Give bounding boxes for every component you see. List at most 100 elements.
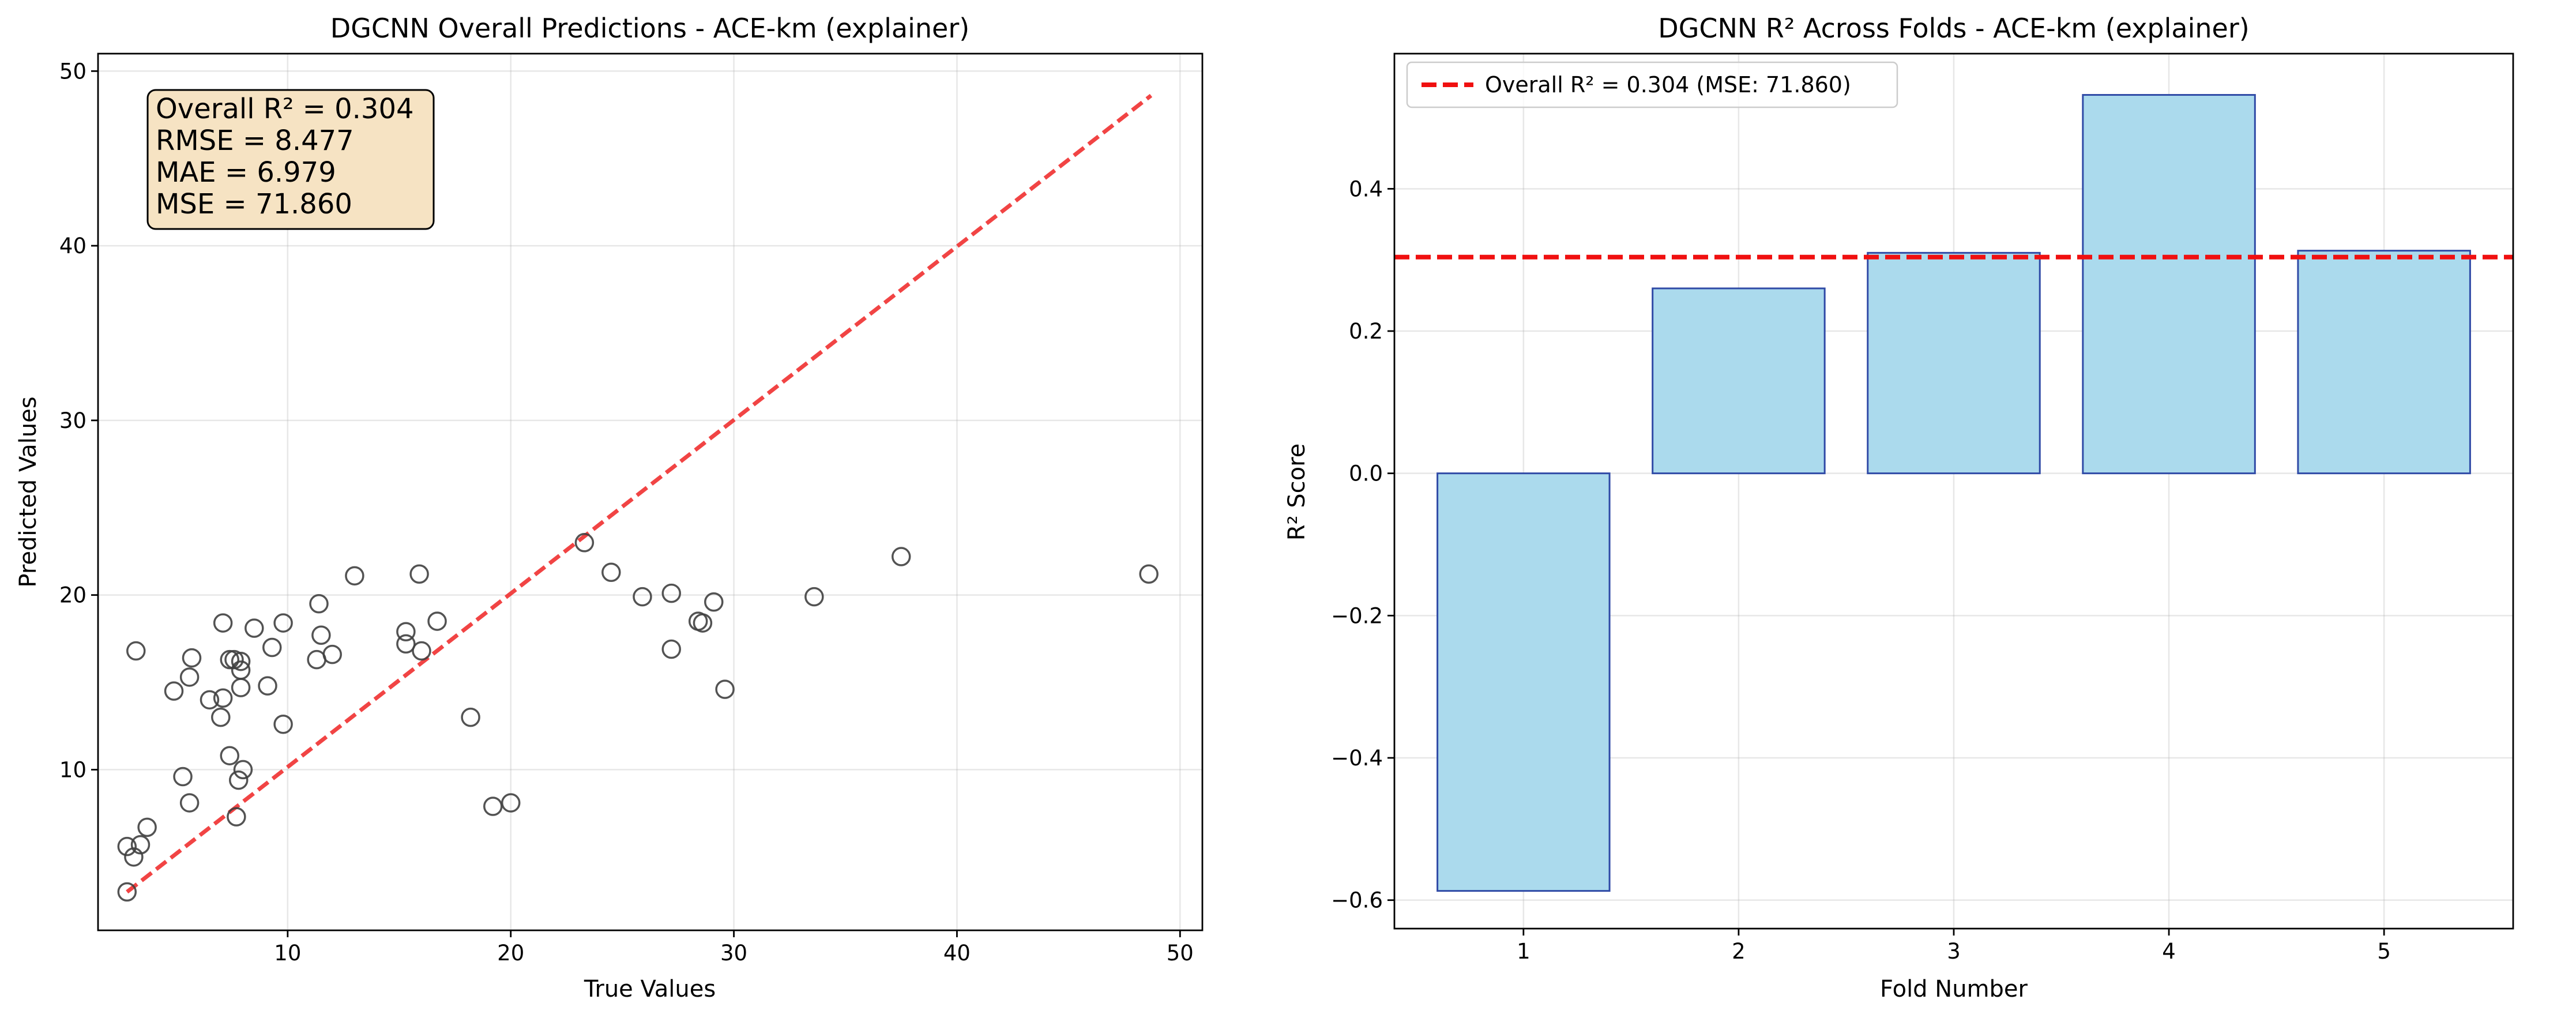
scatter-point bbox=[179, 667, 200, 687]
scatter-point bbox=[601, 562, 621, 583]
stats-rmse: RMSE = 8.477 bbox=[156, 125, 354, 157]
scatter-point bbox=[262, 637, 282, 658]
scatter-point bbox=[233, 760, 253, 780]
stats-mae: MAE = 6.979 bbox=[156, 156, 336, 189]
scatter-point bbox=[213, 613, 233, 633]
scatter-point bbox=[396, 634, 416, 654]
bar-series bbox=[1436, 94, 2471, 892]
scatter-point bbox=[309, 594, 329, 614]
scatter-ticks: 10 20 30 40 50 10 20 30 40 50 bbox=[59, 59, 1194, 966]
scatter-x-axis-label: True Values bbox=[584, 976, 716, 1002]
fold-bar bbox=[1867, 251, 2041, 475]
scatter-point bbox=[412, 641, 431, 661]
scatter-point bbox=[1139, 564, 1159, 584]
bar-y-axis-label: R² Score bbox=[1284, 444, 1310, 541]
stats-box: Overall R² = 0.304 RMSE = 8.477 MAE = 6.… bbox=[146, 89, 435, 230]
fold-bar bbox=[1652, 287, 1826, 475]
scatter-point bbox=[715, 679, 735, 699]
stats-r2: Overall R² = 0.304 bbox=[156, 93, 414, 125]
scatter-x-tick-label: 20 bbox=[497, 941, 524, 966]
scatter-y-tick-label: 40 bbox=[59, 234, 87, 258]
legend-label: Overall R² = 0.304 (MSE: 71.860) bbox=[1485, 72, 1851, 97]
scatter-x-tick-label: 30 bbox=[720, 941, 747, 966]
fold-bar bbox=[2082, 94, 2256, 475]
bar-panel: 1 2 3 4 5 −0.6 −0.4 −0.2 0.0 0.2 0.4 DGCNN R² Acro… bbox=[1284, 13, 2514, 1002]
scatter-grid bbox=[98, 54, 1202, 930]
scatter-point bbox=[211, 707, 231, 727]
scatter-point bbox=[245, 618, 264, 638]
scatter-point bbox=[179, 793, 200, 813]
scatter-point bbox=[427, 611, 447, 631]
fold-bar bbox=[2297, 250, 2471, 475]
scatter-point bbox=[231, 660, 251, 680]
scatter-point bbox=[273, 714, 293, 734]
scatter-point bbox=[117, 836, 137, 857]
scatter-point bbox=[231, 678, 251, 697]
bar-x-axis-label: Fold Number bbox=[1880, 976, 2028, 1002]
scatter-point bbox=[891, 547, 911, 566]
scatter-point bbox=[130, 835, 151, 855]
scatter-y-tick-label: 20 bbox=[59, 583, 87, 608]
scatter-point bbox=[661, 639, 682, 659]
scatter-y-tick-label: 10 bbox=[59, 757, 87, 782]
scatter-point bbox=[227, 807, 246, 827]
scatter-point bbox=[322, 644, 342, 664]
scatter-point bbox=[220, 649, 240, 670]
scatter-point bbox=[273, 613, 293, 633]
scatter-y-tick-label: 30 bbox=[59, 408, 87, 433]
scatter-point bbox=[164, 681, 184, 701]
scatter-point bbox=[117, 882, 137, 902]
bar-ticks: 1 2 3 4 5 −0.6 −0.4 −0.2 0.0 0.2 0.4 bbox=[1331, 176, 2391, 964]
scatter-point bbox=[345, 566, 364, 586]
scatter-y-tick-label: 50 bbox=[59, 59, 87, 84]
scatter-point bbox=[258, 676, 277, 696]
bar-y-tick-label: 0.0 bbox=[1349, 461, 1383, 486]
scatter-x-tick-label: 10 bbox=[274, 941, 301, 966]
scatter-y-axis-label: Predicted Values bbox=[15, 396, 42, 587]
scatter-point bbox=[311, 625, 331, 645]
scatter-point bbox=[200, 690, 220, 710]
scatter-x-tick-label: 50 bbox=[1167, 941, 1194, 966]
scatter-reference-line bbox=[126, 93, 1153, 894]
scatter-point bbox=[704, 592, 724, 612]
scatter-x-tick-label: 40 bbox=[943, 941, 971, 966]
bar-title: DGCNN R² Across Folds - ACE-km (explaine… bbox=[1658, 13, 2249, 44]
scatter-point bbox=[231, 651, 251, 671]
bar-y-tick-label: 0.4 bbox=[1349, 176, 1383, 201]
bar-x-tick-label: 2 bbox=[1732, 939, 1746, 964]
legend-box bbox=[1406, 61, 1898, 108]
scatter-points bbox=[117, 533, 1159, 902]
legend: Overall R² = 0.304 (MSE: 71.860) bbox=[1406, 61, 1898, 108]
stats-mse: MSE = 71.860 bbox=[156, 188, 352, 220]
scatter-point bbox=[137, 817, 157, 837]
scatter-panel: 10 20 30 40 50 10 20 30 40 50 DGCNN Overall Predi… bbox=[15, 13, 1204, 1002]
fold-bar bbox=[1436, 472, 1611, 892]
bar-y-tick-label: 0.2 bbox=[1349, 319, 1383, 344]
scatter-point bbox=[228, 770, 249, 790]
scatter-point bbox=[220, 746, 240, 765]
bar-x-tick-label: 3 bbox=[1947, 939, 1961, 964]
scatter-point bbox=[574, 533, 595, 553]
scatter-point bbox=[461, 707, 480, 727]
bar-y-tick-label: −0.2 bbox=[1331, 603, 1383, 628]
scatter-point bbox=[501, 793, 521, 813]
scatter-point bbox=[126, 641, 146, 661]
perfect-prediction-line bbox=[126, 93, 1153, 894]
bar-y-tick-label: −0.6 bbox=[1331, 888, 1383, 913]
bar-y-tick-label: −0.4 bbox=[1331, 746, 1383, 771]
scatter-title: DGCNN Overall Predictions - ACE-km (expl… bbox=[330, 13, 969, 44]
scatter-point bbox=[173, 767, 193, 787]
stats-box-background bbox=[146, 89, 435, 230]
scatter-point bbox=[661, 583, 682, 603]
scatter-point bbox=[396, 622, 416, 641]
scatter-point bbox=[124, 847, 144, 867]
bar-x-tick-label: 1 bbox=[1517, 939, 1530, 964]
bar-x-tick-label: 5 bbox=[2377, 939, 2391, 964]
bar-x-tick-label: 4 bbox=[2162, 939, 2176, 964]
scatter-point bbox=[693, 613, 713, 633]
scatter-point bbox=[804, 587, 824, 607]
scatter-point bbox=[409, 564, 429, 584]
scatter-point bbox=[182, 648, 202, 668]
scatter-point bbox=[483, 797, 503, 816]
